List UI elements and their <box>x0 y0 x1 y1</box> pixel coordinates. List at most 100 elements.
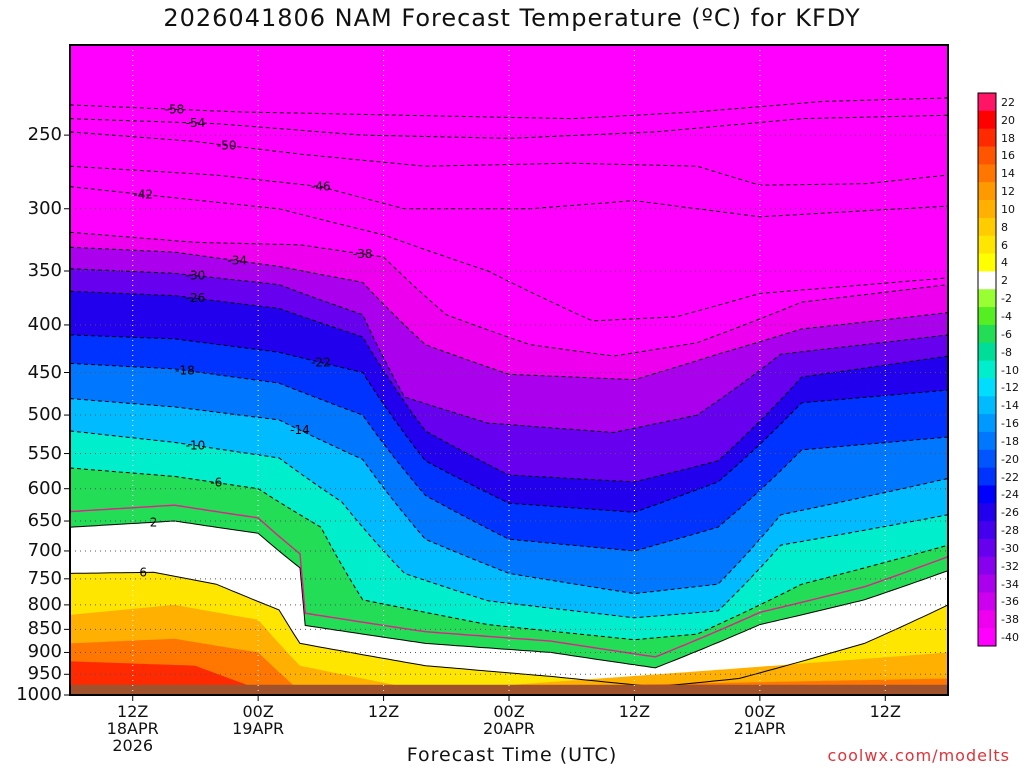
isotherm-line--18 <box>70 362 948 552</box>
isotherm-line-6 <box>70 571 948 688</box>
y-tick-label: 500 <box>27 404 62 426</box>
y-tick-label: 1000 <box>16 684 62 705</box>
colorbar-cell <box>978 414 996 433</box>
colorbar-label: 18 <box>1001 131 1015 145</box>
colorbar-label: 16 <box>1001 149 1015 163</box>
isotherm-label: -50 <box>217 138 237 152</box>
colorbar-cell <box>978 538 996 558</box>
isotherm-label: -34 <box>227 254 247 268</box>
colorbar-cell <box>978 182 996 201</box>
y-tick-label: 800 <box>27 593 62 615</box>
colorbar-label: -4 <box>1001 309 1012 323</box>
colorbar-label: -12 <box>1001 381 1019 395</box>
isotherm-line--34 <box>70 246 948 381</box>
isotherm-label: 6 <box>139 565 147 579</box>
x-tick-label: 00Z 20APR <box>482 702 536 738</box>
colorbar-cell <box>978 324 996 344</box>
isotherm-line--14 <box>70 398 948 595</box>
x-tick-label: 12Z <box>618 702 651 721</box>
colorbar-cell <box>978 556 996 576</box>
colorbar-label: -28 <box>1001 524 1019 538</box>
colorbar-cell <box>978 93 996 112</box>
y-tick-label: 700 <box>27 539 62 561</box>
isotherm-label: -6 <box>210 476 222 490</box>
colorbar-cell <box>978 378 996 397</box>
source-credit: coolwx.com/modelts <box>827 746 1010 765</box>
colorbar-cell <box>978 485 996 504</box>
colorbar-label: -8 <box>1001 345 1012 359</box>
y-tick-label: 750 <box>27 567 62 589</box>
colorbar-label: 4 <box>1001 256 1008 270</box>
colorbar-cell <box>978 128 996 148</box>
isotherm-line--30 <box>70 268 948 434</box>
colorbar-cell <box>978 253 996 272</box>
colorbar-label: -10 <box>1001 363 1019 377</box>
x-tick-label: 00Z 21APR <box>733 702 786 738</box>
colorbar-label: -38 <box>1001 613 1019 627</box>
colorbar-cell <box>978 467 996 486</box>
colorbar <box>977 92 997 647</box>
isotherm-label: -14 <box>290 423 310 437</box>
x-tick-label: 12Z <box>869 702 901 721</box>
isotherm-line--22 <box>70 334 948 513</box>
colorbar-label: -18 <box>1001 434 1019 448</box>
warm-band-10 <box>70 604 948 695</box>
colorbar-label: 20 <box>1001 113 1015 127</box>
colorbar-label: -32 <box>1001 559 1019 573</box>
y-tick-label: 250 <box>27 124 62 146</box>
y-tick-label: 300 <box>27 197 62 219</box>
colorbar-cell <box>978 610 996 629</box>
y-tick-label: 350 <box>27 260 62 281</box>
isotherm-label: -38 <box>353 247 373 261</box>
colorbar-label: -14 <box>1001 399 1019 413</box>
colorbar-cell <box>978 307 996 326</box>
freezing-line <box>70 504 948 658</box>
isotherm-label: -18 <box>175 363 195 377</box>
isotherm-label: 2 <box>150 515 158 529</box>
colorbar-cell <box>978 503 996 522</box>
y-tick-label: 950 <box>27 663 62 685</box>
isotherm-label: -26 <box>186 291 206 305</box>
colorbar-label: -30 <box>1001 541 1019 555</box>
colorbar-cell <box>978 289 996 308</box>
colorbar-label: 6 <box>1001 238 1008 252</box>
x-axis-label: Forecast Time (UTC) <box>406 744 618 766</box>
colorbar-cell <box>978 592 996 611</box>
colorbar-frame <box>977 92 997 647</box>
colorbar-label: -22 <box>1001 470 1019 484</box>
colorbar-cell <box>978 574 996 593</box>
colorbar-cell <box>978 200 996 219</box>
colorbar-cell <box>978 521 996 540</box>
colorbar-cell <box>978 431 996 451</box>
colorbar-cell <box>978 360 996 379</box>
colorbar-cell <box>978 396 996 415</box>
colorbar-cell <box>978 110 996 130</box>
isotherm-label: -10 <box>186 439 206 453</box>
isotherm-label: -22 <box>311 356 331 370</box>
isotherm-label: -58 <box>165 102 185 116</box>
isotherm-line--10 <box>70 430 948 619</box>
y-tick-label: 450 <box>27 361 62 383</box>
colorbar-cell <box>978 628 996 647</box>
colorbar-label: 8 <box>1001 220 1008 234</box>
y-tick-label: 650 <box>27 510 62 532</box>
colorbar-cell <box>978 271 996 290</box>
colorbar-label: -40 <box>1001 631 1019 645</box>
colorbar-label: 22 <box>1001 95 1015 109</box>
isotherm-line-2 <box>70 520 948 669</box>
colorbar-cell <box>978 217 996 237</box>
colorbar-label: -36 <box>1001 595 1019 609</box>
contour-fill-layer: -58-54 -50 -46 -42 -38 -34 -30 -26 -22 -18 -14 -10 -… <box>70 45 948 695</box>
isotherm-line--46 <box>70 165 948 218</box>
colorbar-label: 14 <box>1001 167 1015 181</box>
colorbar-label: 12 <box>1001 185 1015 199</box>
colorbar-cell <box>978 342 996 362</box>
y-tick-label: 850 <box>27 618 62 640</box>
colorbar-label: -20 <box>1001 452 1019 466</box>
colorbar-label: -2 <box>1001 292 1012 306</box>
colorbar-label: -24 <box>1001 488 1019 502</box>
colorbar-label: -16 <box>1001 417 1019 431</box>
isotherm-line--42 <box>70 186 948 322</box>
isotherm-label: -54 <box>186 116 206 130</box>
